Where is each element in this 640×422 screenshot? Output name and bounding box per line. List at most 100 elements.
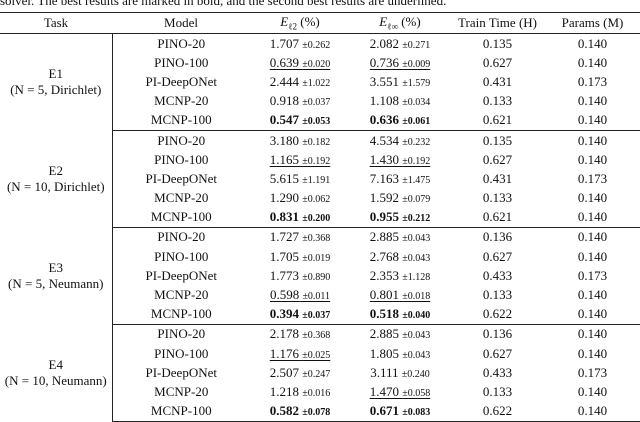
metric-value: 1.705 ±0.019 [270, 249, 331, 264]
mean: 2.885 [369, 229, 399, 245]
task-condition: (N = 10, Neumann) [4, 372, 107, 388]
time-cell: 0.627 [482, 151, 513, 167]
time-cell: 0.627 [482, 248, 513, 264]
table-row: MCNP-100 0.547 ±0.053 0.636 ±0.061 0.621 0.1… [0, 110, 640, 131]
mean: 2.444 [269, 73, 299, 89]
params-cell: 0.140 [577, 287, 608, 303]
model-cell: MCNP-20 [154, 287, 209, 303]
model-cell: PI-DeepONet [145, 267, 217, 283]
mean: 2.353 [369, 267, 399, 283]
metric-cell: 3.551 ±1.579 [350, 72, 450, 91]
task-name: E1 [48, 66, 63, 82]
std: ±0.043 [402, 233, 431, 245]
std: ±0.053 [302, 116, 331, 128]
metric-value: 2.353 ±1.128 [370, 268, 431, 283]
metric-cell: 0.801 ±0.018 [350, 285, 450, 304]
std: ±0.025 [302, 349, 331, 361]
metric-cell: 0.636 ±0.061 [350, 110, 450, 131]
metric-cell: 4.534 ±0.232 [350, 130, 450, 150]
table-row: MCNP-20 1.290 ±0.062 1.592 ±0.079 0.133 0.14… [0, 189, 640, 208]
metric-cell: 5.615 ±1.191 [250, 169, 350, 188]
results-table: Task Model Eℓ2 (%) Eℓ∞ (%) Train Time (H… [0, 12, 640, 422]
mean: 7.163 [369, 170, 399, 186]
metric-value: 4.534 ±0.232 [370, 133, 431, 148]
time-cell: 0.433 [482, 267, 513, 283]
metric-value: 2.768 ±0.043 [370, 249, 431, 264]
params-cell: 0.140 [577, 326, 608, 342]
std: ±0.061 [402, 116, 431, 128]
mean: 1.108 [369, 93, 399, 109]
mean: 5.615 [269, 170, 299, 186]
subscript: ℓ2 [288, 21, 297, 32]
std: ±0.043 [402, 252, 431, 264]
metric-value: 0.918 ±0.037 [270, 93, 331, 108]
model-cell: MCNP-20 [154, 93, 209, 109]
table-header: Task Model Eℓ2 (%) Eℓ∞ (%) Train Time (H… [0, 12, 640, 34]
unit: (%) [401, 14, 421, 30]
metric-value: 1.290 ±0.062 [270, 190, 331, 205]
mean: 2.885 [369, 326, 399, 342]
model-cell: PINO-20 [157, 132, 206, 148]
table-row: PI-DeepONet 1.773 ±0.890 2.353 ±1.128 0.433… [0, 266, 640, 285]
metric-value: 0.636 ±0.061 [370, 112, 431, 127]
std: ±0.078 [302, 407, 331, 419]
time-cell: 0.136 [482, 326, 513, 342]
metric-value: 0.736 ±0.009 [370, 55, 431, 70]
mean: 2.507 [269, 364, 299, 380]
metric-cell: 1.705 ±0.019 [250, 247, 350, 266]
std: ±0.240 [401, 368, 430, 380]
metric-cell: 3.111 ±0.240 [350, 363, 450, 382]
metric-cell: 1.773 ±0.890 [250, 266, 350, 285]
metric-cell: 0.394 ±0.037 [250, 304, 350, 325]
metric-value: 0.394 ±0.037 [270, 306, 331, 321]
model-cell: PINO-20 [157, 35, 206, 51]
model-cell: PI-DeepONet [145, 364, 217, 380]
task-cell: E3 (N = 5, Neumann) [0, 227, 113, 325]
header-cell: Eℓ2 (%) [250, 12, 350, 34]
std: ±0.034 [402, 97, 431, 109]
table-row: PI-DeepONet 2.507 ±0.247 3.111 ±0.240 0.433… [0, 363, 640, 382]
params-cell: 0.140 [577, 35, 608, 51]
std: ±0.262 [302, 39, 331, 51]
time-cell: 0.135 [482, 132, 513, 148]
time-cell: 0.622 [450, 401, 545, 422]
metric-cell: 2.507 ±0.247 [250, 363, 350, 382]
task-name: E2 [48, 162, 63, 178]
mean: 1.773 [269, 267, 299, 283]
metric-cell: 3.180 ±0.182 [250, 130, 350, 150]
mean: 1.430 [369, 151, 399, 167]
symbol: E [379, 14, 388, 30]
std: ±0.058 [402, 387, 431, 399]
mean: 1.592 [369, 190, 399, 206]
std: ±0.043 [402, 330, 431, 342]
params-cell: 0.173 [577, 73, 608, 89]
params-cell: 0.140 [545, 207, 640, 228]
std: ±0.200 [302, 213, 331, 225]
time-cell: 0.133 [482, 383, 513, 399]
model-cell: MCNP-20 [154, 383, 209, 399]
metric-cell: 1.165 ±0.192 [250, 150, 350, 169]
metric-value: 1.176 ±0.025 [270, 346, 331, 361]
params-cell: 0.173 [577, 267, 608, 283]
metric-cell: 0.736 ±0.009 [350, 53, 450, 72]
time-cell: 0.621 [450, 207, 545, 228]
metric-value: 0.671 ±0.083 [370, 403, 431, 418]
metric-value: 2.885 ±0.043 [370, 326, 431, 341]
metric-value: 1.108 ±0.034 [370, 93, 431, 108]
metric-value: 0.639 ±0.020 [270, 55, 331, 70]
metric-value: 0.955 ±0.212 [370, 209, 431, 224]
time-cell: 0.136 [482, 229, 513, 245]
std: ±0.192 [302, 155, 331, 167]
params-cell: 0.140 [577, 132, 608, 148]
mean: 4.534 [369, 132, 399, 148]
model-cell: MCNP-100 [112, 304, 250, 325]
mean: 1.165 [269, 151, 299, 167]
metric-value: 0.518 ±0.040 [370, 306, 431, 321]
params-cell: 0.140 [577, 248, 608, 264]
mean: 3.180 [269, 132, 299, 148]
mean: 1.176 [269, 345, 299, 361]
std: ±0.271 [402, 39, 431, 51]
std: ±0.182 [302, 136, 331, 148]
mean: 1.218 [269, 383, 299, 399]
std: ±0.019 [302, 252, 331, 264]
